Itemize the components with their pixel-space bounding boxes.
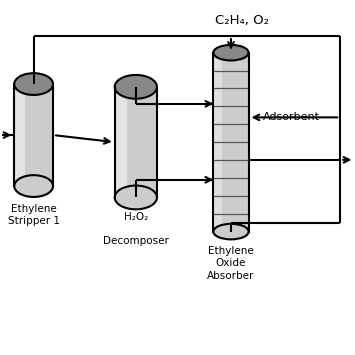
Polygon shape: [115, 87, 126, 197]
Polygon shape: [14, 84, 25, 186]
Text: C₂H₄, O₂: C₂H₄, O₂: [214, 14, 268, 27]
Text: H₂O₂: H₂O₂: [124, 212, 148, 222]
Ellipse shape: [115, 75, 157, 99]
Polygon shape: [115, 87, 157, 197]
Polygon shape: [213, 53, 248, 231]
Ellipse shape: [213, 45, 248, 60]
Ellipse shape: [14, 73, 53, 95]
Polygon shape: [14, 84, 53, 186]
Polygon shape: [213, 53, 222, 231]
Text: Ethylene
Oxide
Absorber: Ethylene Oxide Absorber: [207, 246, 255, 280]
Ellipse shape: [115, 186, 157, 209]
Text: Decomposer: Decomposer: [103, 236, 169, 246]
Ellipse shape: [213, 224, 248, 239]
Text: Ethylene
Stripper 1: Ethylene Stripper 1: [8, 204, 60, 226]
Ellipse shape: [14, 175, 53, 197]
Text: Adsorbent: Adsorbent: [263, 113, 320, 122]
